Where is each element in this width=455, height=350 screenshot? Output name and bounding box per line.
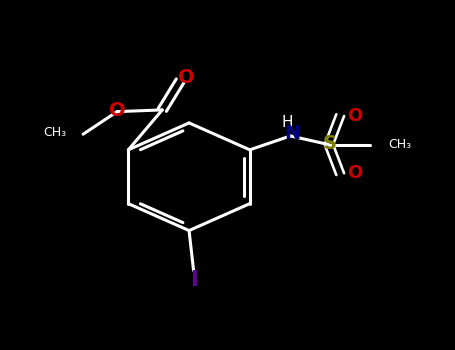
Text: S: S [323, 134, 337, 153]
Text: CH₃: CH₃ [389, 138, 412, 151]
Text: O: O [109, 101, 126, 120]
Text: O: O [347, 107, 362, 125]
Text: O: O [347, 164, 362, 182]
Text: H: H [281, 115, 293, 130]
Text: O: O [178, 68, 195, 87]
Text: CH₃: CH₃ [43, 126, 66, 139]
Text: N: N [284, 124, 301, 143]
Text: I: I [190, 270, 197, 290]
